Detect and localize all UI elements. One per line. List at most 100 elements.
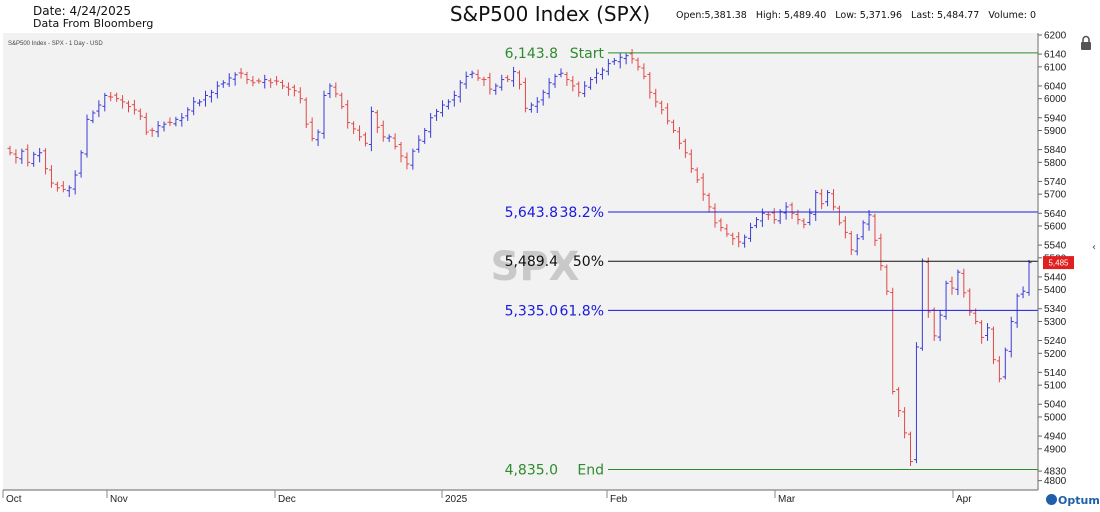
price-bar — [386, 134, 392, 142]
y-tick-label: 4800 — [1044, 476, 1067, 487]
price-bar — [410, 148, 416, 170]
price-bar — [582, 81, 588, 98]
price-bar — [629, 49, 635, 64]
collapse-panel-icon[interactable]: ‹ — [1092, 242, 1096, 253]
price-bar — [848, 231, 854, 255]
price-bar — [191, 97, 197, 116]
price-bar — [416, 135, 422, 153]
y-tick-label: 5940 — [1044, 113, 1067, 124]
x-tick-label: Oct — [6, 494, 22, 505]
price-bar — [250, 76, 256, 87]
y-tick-label: 5000 — [1044, 412, 1067, 423]
price-bar — [125, 100, 131, 113]
price-bar — [842, 216, 848, 239]
price-bar — [131, 99, 137, 115]
price-bar — [13, 149, 19, 164]
price-bar — [854, 233, 860, 256]
price-bar — [801, 218, 807, 229]
price-bar — [451, 90, 457, 107]
price-bar — [955, 269, 961, 296]
price-bar — [659, 100, 665, 115]
price-bar — [700, 173, 706, 201]
price-bar — [884, 264, 890, 296]
price-bar — [475, 69, 481, 81]
y-tick-label: 4830 — [1044, 467, 1067, 478]
price-bar — [807, 208, 813, 226]
price-bar — [244, 71, 250, 85]
price-bar — [517, 70, 522, 90]
y-tick-label: 5900 — [1044, 126, 1067, 137]
price-bar — [546, 77, 552, 99]
y-tick-label: 6100 — [1044, 62, 1067, 73]
price-bar — [913, 342, 919, 464]
chart-title: S&P500 Index (SPX) — [449, 2, 651, 26]
price-bar — [404, 152, 410, 170]
price-bar — [362, 132, 368, 147]
price-bar — [137, 108, 143, 120]
high-value: High: 5,489.40 — [755, 10, 827, 21]
price-bar — [872, 213, 878, 247]
price-bar — [179, 112, 185, 127]
low-value: Low: 5,371.96 — [835, 10, 902, 21]
price-bar — [647, 71, 653, 99]
price-bar — [469, 70, 475, 79]
price-bar — [718, 218, 724, 232]
fib-level-label: Start — [570, 46, 605, 62]
y-tick-label: 5600 — [1044, 221, 1067, 232]
price-bar — [570, 76, 576, 92]
price-bar — [1002, 347, 1008, 380]
price-bar — [78, 150, 84, 178]
price-bar — [996, 356, 1002, 383]
price-bar — [748, 222, 754, 242]
price-bar — [671, 119, 677, 134]
price-bar — [43, 148, 49, 175]
price-bar — [789, 202, 795, 219]
price-bar — [457, 80, 463, 103]
price-bar — [368, 106, 374, 152]
price-bar — [676, 126, 682, 150]
last-price-marker: 5,485 — [1043, 256, 1074, 270]
open-value: Open:5,381.38 — [675, 10, 747, 21]
price-bar — [398, 141, 404, 163]
x-axis: Oct Nov Dec 2025 Feb Mar Apr — [2, 489, 1038, 505]
price-bar — [220, 80, 226, 88]
price-bar — [730, 232, 736, 246]
y-tick-label: 6000 — [1044, 94, 1067, 105]
price-bar — [439, 100, 445, 117]
y-tick-label: 5540 — [1044, 241, 1067, 252]
x-tick-label: Feb — [610, 494, 628, 505]
y-tick-label: 5640 — [1044, 209, 1067, 220]
price-bar — [285, 82, 291, 96]
y-tick-label: 5740 — [1044, 177, 1067, 188]
volume-value: Volume: 0 — [988, 10, 1036, 21]
price-bar — [268, 78, 274, 88]
price-bar — [830, 189, 836, 211]
y-tick-label: 4900 — [1044, 444, 1067, 455]
price-bar — [60, 181, 66, 193]
price-bar — [1008, 316, 1014, 358]
price-bar — [108, 91, 114, 102]
price-bar — [357, 125, 363, 141]
price-bar — [232, 72, 238, 86]
price-bars — [7, 49, 1032, 466]
price-bar — [712, 203, 718, 228]
price-bar — [534, 97, 540, 113]
price-bar — [736, 232, 742, 248]
price-bar — [825, 190, 831, 207]
price-bar — [890, 287, 896, 395]
fibonacci-levels: 6,143.8 Start 5,643.8 38.2% 5,489.4 50% 5,335.… — [505, 46, 1038, 478]
price-bar — [902, 407, 908, 439]
price-bar — [66, 185, 72, 198]
data-source: Data From Bloomberg — [33, 17, 154, 30]
price-bar — [380, 120, 386, 142]
optuma-logo-icon — [1046, 494, 1057, 505]
price-bar — [256, 78, 262, 84]
price-bar — [321, 90, 327, 139]
chart-subtitle: S&P500 Index - SPX - 1 Day - USD — [8, 41, 103, 47]
lock-icon[interactable] — [1077, 34, 1095, 52]
price-bar — [594, 68, 600, 84]
price-bar — [48, 165, 54, 188]
price-bar — [665, 103, 671, 125]
y-tick-label: 5340 — [1044, 304, 1067, 315]
